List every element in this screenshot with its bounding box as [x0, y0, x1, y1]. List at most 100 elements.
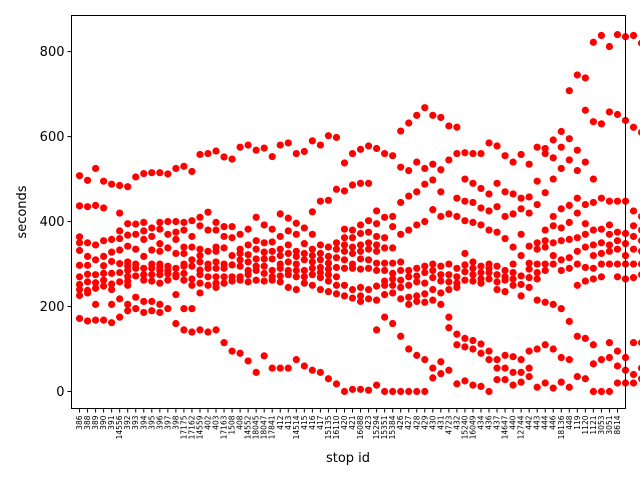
data-point [140, 235, 148, 243]
data-point [140, 252, 148, 260]
data-point [340, 247, 349, 255]
data-point [83, 317, 92, 325]
data-point [597, 356, 606, 364]
data-point [364, 179, 373, 187]
data-point [413, 387, 421, 396]
data-point [364, 228, 373, 236]
data-point [244, 278, 252, 286]
data-point [91, 279, 100, 287]
data-point [373, 207, 381, 215]
data-point [517, 368, 525, 376]
x-tick-label: 18047 [260, 415, 269, 439]
data-point [188, 275, 196, 283]
data-point [565, 235, 573, 243]
data-point [196, 251, 204, 260]
data-point [172, 291, 180, 299]
data-point [581, 375, 589, 383]
x-tick-label: 14647 [501, 415, 510, 439]
data-point [180, 269, 188, 277]
data-point [91, 241, 100, 249]
data-point [501, 266, 509, 275]
data-point [405, 273, 413, 281]
data-point [284, 249, 292, 258]
data-point [589, 241, 597, 249]
data-point [348, 226, 357, 234]
data-point [108, 180, 116, 188]
data-point [156, 218, 164, 227]
data-point [557, 143, 565, 151]
data-point [252, 237, 260, 245]
data-point [348, 243, 357, 251]
data-point [485, 387, 493, 396]
data-point [477, 149, 485, 158]
data-point [437, 188, 445, 196]
data-point [373, 381, 381, 389]
data-point [557, 305, 565, 313]
x-tick-label: 14514 [292, 415, 301, 439]
data-point [156, 247, 164, 255]
x-tick-label: 446 [549, 415, 558, 430]
data-point [429, 160, 437, 168]
data-point [637, 226, 640, 234]
data-point [525, 274, 533, 282]
data-point [501, 212, 509, 221]
data-point [541, 298, 549, 306]
data-point [356, 145, 365, 153]
data-point [461, 197, 469, 205]
data-point [461, 217, 469, 225]
data-point [581, 263, 589, 272]
x-tick-label: 389 [91, 415, 100, 430]
data-point [340, 234, 349, 242]
data-point [75, 233, 84, 241]
data-point [565, 135, 573, 143]
data-point [381, 266, 389, 275]
data-point [429, 364, 437, 372]
data-point [332, 185, 341, 193]
data-point [172, 217, 180, 226]
x-tick-label: 397 [163, 415, 172, 430]
data-point [637, 271, 640, 278]
data-point [557, 224, 565, 232]
data-point [389, 387, 397, 396]
data-point [501, 152, 509, 160]
data-point [589, 198, 597, 207]
data-point [637, 339, 640, 346]
data-point [517, 292, 525, 300]
data-point [413, 264, 421, 272]
data-point [421, 262, 429, 270]
data-point [493, 278, 501, 286]
data-point [533, 245, 541, 253]
data-point [437, 166, 445, 174]
data-point [292, 273, 300, 281]
data-point [292, 266, 300, 275]
data-point [597, 194, 606, 202]
x-tick-label: 3053 [597, 415, 606, 434]
data-point [637, 375, 640, 383]
data-point [132, 305, 140, 313]
data-point [573, 146, 581, 154]
data-point [525, 160, 533, 168]
data-point [445, 260, 453, 268]
data-point [75, 291, 84, 300]
data-point [469, 198, 477, 207]
data-point [421, 104, 429, 112]
data-point [373, 241, 381, 249]
data-point [549, 251, 557, 260]
data-point [124, 266, 132, 275]
data-point [597, 249, 606, 258]
data-point [381, 259, 389, 267]
x-tick-label: 16110 [332, 415, 341, 439]
data-point [116, 268, 124, 277]
data-point [124, 300, 132, 309]
data-point [381, 213, 389, 221]
data-point [91, 316, 100, 324]
data-point [148, 169, 156, 177]
data-point [180, 243, 188, 251]
data-point [373, 296, 381, 304]
x-tick-label: 17162 [187, 415, 196, 439]
data-point [268, 152, 276, 161]
x-tick-label: 17175 [179, 415, 188, 439]
data-point [381, 281, 389, 289]
data-point [180, 262, 188, 270]
data-point [429, 374, 437, 382]
